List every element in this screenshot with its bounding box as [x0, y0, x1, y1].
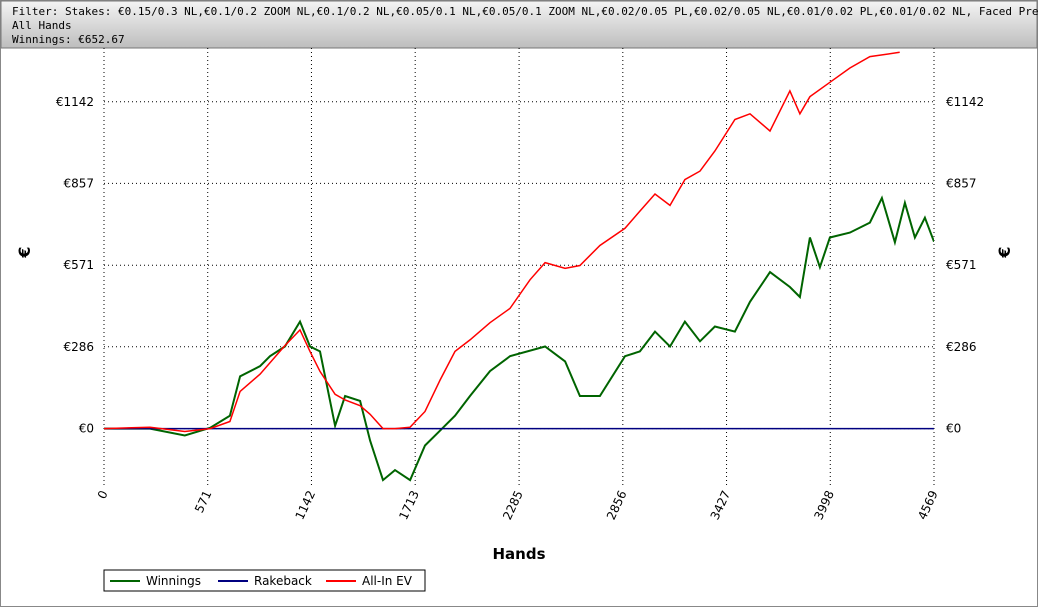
x-axis-label: Hands	[492, 545, 545, 563]
y-tick-label: €857	[63, 176, 94, 190]
y-tick-label: €0	[79, 422, 94, 436]
series-line	[104, 51, 900, 433]
y2-tick-label: €571	[946, 258, 977, 272]
legend-label: Winnings	[146, 574, 201, 588]
filter-line: Winnings: €652.67	[12, 33, 125, 46]
y-tick-label: €1142	[56, 95, 94, 109]
legend	[103, 569, 426, 592]
y2-tick-label: €857	[946, 176, 977, 190]
y-axis-label: €	[15, 246, 34, 258]
legend-label: All-In EV	[362, 574, 413, 588]
y2-tick-label: €0	[946, 422, 961, 436]
filter-line: All Hands	[12, 19, 72, 32]
legend-label: Rakeback	[254, 574, 312, 588]
y-tick-label: €286	[63, 340, 94, 354]
header	[0, 0, 1038, 49]
y2-axis-label: €	[995, 246, 1014, 258]
filter-line: Filter: Stakes: €0.15/0.3 NL,€0.1/0.2 ZO…	[12, 5, 1038, 18]
y-tick-label: €571	[63, 258, 94, 272]
y2-tick-label: €286	[946, 340, 977, 354]
y2-tick-label: €1142	[946, 95, 984, 109]
series-line	[104, 195, 934, 482]
plot-area	[104, 51, 934, 482]
